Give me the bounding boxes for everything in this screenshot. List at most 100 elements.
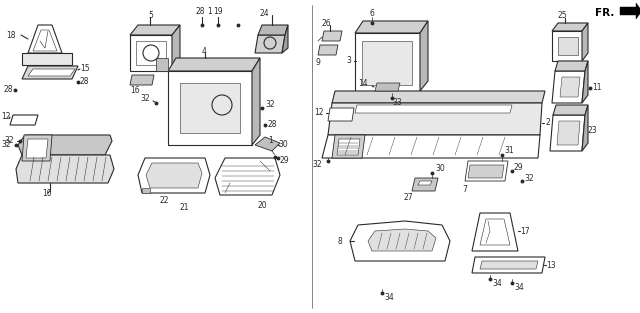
Text: 17: 17 [520, 227, 530, 235]
Text: 30: 30 [278, 141, 288, 150]
Polygon shape [550, 115, 585, 151]
Text: 28: 28 [196, 7, 205, 16]
Text: 21: 21 [180, 203, 189, 212]
Text: 14: 14 [358, 79, 367, 88]
Text: 29: 29 [514, 163, 524, 172]
Polygon shape [130, 75, 154, 85]
Polygon shape [130, 25, 180, 35]
Polygon shape [255, 137, 280, 151]
Polygon shape [418, 181, 432, 185]
Text: 6: 6 [370, 8, 375, 18]
Text: 11: 11 [592, 84, 602, 93]
Polygon shape [420, 21, 428, 91]
Polygon shape [553, 105, 588, 115]
Polygon shape [552, 23, 588, 31]
Text: 3: 3 [346, 57, 351, 65]
Text: 19: 19 [213, 7, 223, 16]
Polygon shape [332, 135, 365, 158]
Text: 12: 12 [1, 112, 10, 121]
Polygon shape [582, 61, 588, 103]
Polygon shape [355, 105, 512, 113]
Polygon shape [412, 178, 438, 191]
Text: 30: 30 [435, 165, 445, 173]
Polygon shape [362, 41, 412, 85]
Polygon shape [168, 58, 260, 71]
Polygon shape [560, 77, 580, 97]
Polygon shape [22, 53, 72, 65]
Polygon shape [18, 135, 112, 155]
Polygon shape [282, 25, 288, 53]
Polygon shape [168, 71, 252, 145]
Text: 28: 28 [268, 121, 278, 130]
Text: 31: 31 [504, 146, 514, 156]
Polygon shape [620, 3, 640, 19]
Polygon shape [10, 115, 38, 125]
Polygon shape [375, 83, 400, 91]
Text: 23: 23 [588, 126, 598, 136]
Polygon shape [130, 35, 172, 71]
Polygon shape [322, 135, 540, 158]
Polygon shape [355, 21, 428, 33]
Text: 34: 34 [384, 293, 394, 301]
Polygon shape [156, 58, 168, 71]
Text: 20: 20 [258, 201, 268, 209]
Text: 9: 9 [316, 59, 321, 68]
Polygon shape [552, 71, 585, 103]
Text: 15: 15 [80, 64, 90, 74]
Polygon shape [465, 161, 508, 181]
Polygon shape [146, 163, 202, 188]
Text: 18: 18 [6, 30, 15, 39]
Polygon shape [552, 31, 582, 61]
Polygon shape [26, 139, 48, 158]
Polygon shape [472, 213, 518, 251]
Polygon shape [468, 165, 504, 178]
Text: 29: 29 [280, 156, 290, 166]
Polygon shape [557, 121, 580, 145]
Polygon shape [16, 155, 114, 183]
Polygon shape [332, 91, 545, 103]
Polygon shape [480, 261, 538, 269]
Polygon shape [555, 61, 588, 71]
Polygon shape [252, 58, 260, 145]
Text: 32: 32 [4, 136, 13, 146]
Text: 1: 1 [268, 136, 273, 146]
Text: FR.: FR. [595, 8, 614, 18]
Polygon shape [28, 69, 75, 76]
Polygon shape [142, 188, 150, 193]
Polygon shape [22, 66, 78, 79]
Polygon shape [255, 35, 285, 53]
Polygon shape [28, 25, 62, 53]
Text: 26: 26 [322, 18, 332, 28]
Text: 32: 32 [524, 175, 534, 183]
Polygon shape [355, 33, 420, 91]
Text: 32: 32 [140, 95, 150, 104]
Text: 28: 28 [80, 78, 90, 86]
Polygon shape [480, 219, 510, 245]
Polygon shape [328, 103, 542, 135]
Text: 24: 24 [260, 8, 269, 18]
Text: 16: 16 [130, 86, 140, 95]
Polygon shape [558, 37, 578, 55]
Text: 7: 7 [462, 184, 467, 193]
Polygon shape [322, 31, 342, 41]
Text: 33: 33 [392, 99, 402, 107]
Text: 8: 8 [338, 237, 343, 245]
Text: 27: 27 [404, 192, 413, 202]
Polygon shape [138, 158, 210, 193]
Polygon shape [258, 25, 288, 35]
Text: 5: 5 [148, 11, 153, 19]
Polygon shape [582, 23, 588, 61]
Polygon shape [215, 158, 280, 195]
Text: 25: 25 [558, 12, 568, 20]
Text: 34: 34 [492, 279, 502, 288]
Polygon shape [180, 83, 240, 133]
Text: 10: 10 [42, 188, 52, 198]
Polygon shape [172, 25, 180, 71]
Text: 34: 34 [514, 283, 524, 291]
Text: 2: 2 [545, 119, 550, 127]
Polygon shape [33, 30, 57, 51]
Polygon shape [22, 135, 52, 161]
Text: 4: 4 [202, 47, 207, 55]
Text: 1: 1 [207, 7, 212, 16]
Polygon shape [328, 108, 354, 121]
